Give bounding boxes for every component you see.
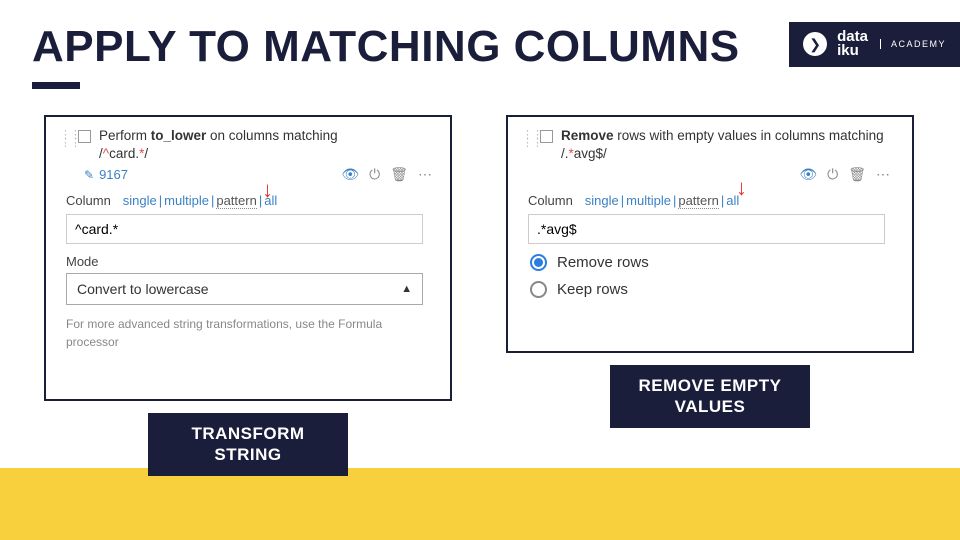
trash-icon[interactable]: 🗑	[390, 166, 408, 183]
panels-row: ⋮⋮⋮⋮ Perform to_lower on columns matchin…	[0, 89, 960, 476]
caption-left: TRANSFORMSTRING	[148, 413, 348, 476]
hint-text: For more advanced string transformations…	[66, 315, 426, 351]
pencil-icon[interactable]: ✎	[84, 168, 94, 182]
radio-keep-row[interactable]: Keep rows	[530, 281, 894, 298]
column-label-row-left: Column single|multiple|pattern|all	[66, 193, 432, 208]
sel-pattern[interactable]: pattern	[678, 193, 718, 209]
sel-multiple[interactable]: multiple	[164, 193, 209, 208]
chevron-up-icon: ▲	[401, 283, 412, 295]
desc-bold-r: Remove	[561, 128, 614, 143]
more-icon[interactable]: ⋯	[418, 166, 432, 183]
row-count: 9167	[99, 167, 128, 182]
column-mode-selector[interactable]: single|multiple|pattern|all	[123, 193, 277, 208]
mode-value: Convert to lowercase	[77, 281, 209, 297]
more-icon[interactable]: ⋯	[876, 166, 890, 183]
remove-empty-panel: ⋮⋮⋮⋮ Remove rows with empty values in co…	[506, 115, 914, 353]
step-description-right: Remove rows with empty values in columns…	[559, 127, 894, 162]
slide-header: APPLY TO MATCHING COLUMNS ❯ data iku ACA…	[0, 0, 960, 89]
icon-row-left: 👁 ⏻ 🗑 ⋯	[341, 166, 432, 183]
step-header-right: ⋮⋮⋮⋮ Remove rows with empty values in co…	[522, 127, 894, 162]
radio-remove-row[interactable]: Remove rows	[530, 254, 894, 271]
mode-label-row: Mode	[66, 254, 432, 269]
page-title: APPLY TO MATCHING COLUMNS	[32, 22, 740, 72]
desc-bold: to_lower	[151, 128, 207, 143]
column-label-r: Column	[528, 193, 573, 208]
sel-pattern[interactable]: pattern	[216, 193, 256, 209]
pattern-inline: /^card.*/	[99, 146, 148, 161]
arrow-down-icon: ↓	[262, 177, 273, 203]
sel-single[interactable]: single	[123, 193, 157, 208]
drag-handle-icon[interactable]: ⋮⋮⋮⋮	[60, 127, 72, 147]
power-icon[interactable]: ⏻	[827, 166, 838, 183]
radio-remove[interactable]	[530, 254, 547, 271]
radio-keep[interactable]	[530, 281, 547, 298]
title-underline	[32, 82, 80, 89]
mode-select[interactable]: Convert to lowercase ▲	[66, 273, 423, 305]
eye-icon[interactable]: 👁	[341, 166, 359, 183]
brand-name: data iku	[837, 30, 868, 59]
right-panel-wrap: ⋮⋮⋮⋮ Remove rows with empty values in co…	[506, 115, 914, 476]
caption-right: REMOVE EMPTYVALUES	[610, 365, 810, 428]
brand-sub: ACADEMY	[880, 39, 946, 49]
radio-remove-label: Remove rows	[557, 254, 649, 271]
arrow-down-icon: ↓	[736, 175, 747, 201]
column-label-row-right: Column single|multiple|pattern|all	[528, 193, 894, 208]
yellow-band	[0, 468, 960, 540]
eye-icon[interactable]: 👁	[799, 166, 817, 183]
step-checkbox[interactable]	[540, 130, 553, 143]
title-block: APPLY TO MATCHING COLUMNS	[32, 22, 740, 89]
pattern-input-right[interactable]	[528, 214, 885, 244]
drag-handle-icon[interactable]: ⋮⋮⋮⋮	[522, 127, 534, 147]
power-icon[interactable]: ⏻	[369, 166, 380, 183]
icon-row-right: 👁 ⏻ 🗑 ⋯	[522, 166, 890, 183]
desc-prefix: Perform	[99, 128, 151, 143]
meta-left: ✎ 9167	[84, 167, 128, 182]
step-description-left: Perform to_lower on columns matching /^c…	[97, 127, 432, 162]
desc-suffix: on columns matching	[206, 128, 337, 143]
brand-line2: iku	[837, 42, 859, 59]
column-label: Column	[66, 193, 111, 208]
sel-single[interactable]: single	[585, 193, 619, 208]
column-mode-selector-r[interactable]: single|multiple|pattern|all	[585, 193, 739, 208]
transform-string-panel: ⋮⋮⋮⋮ Perform to_lower on columns matchin…	[44, 115, 452, 401]
brand-icon: ❯	[803, 32, 827, 56]
step-checkbox[interactable]	[78, 130, 91, 143]
pattern-input-left[interactable]	[66, 214, 423, 244]
sel-multiple[interactable]: multiple	[626, 193, 671, 208]
meta-row-left: ✎ 9167 👁 ⏻ 🗑 ⋯	[84, 166, 432, 183]
trash-icon[interactable]: 🗑	[848, 166, 866, 183]
brand-logo: ❯ data iku ACADEMY	[789, 22, 960, 67]
mode-label: Mode	[66, 254, 99, 269]
step-header-left: ⋮⋮⋮⋮ Perform to_lower on columns matchin…	[60, 127, 432, 162]
radio-keep-label: Keep rows	[557, 281, 628, 298]
left-panel-wrap: ⋮⋮⋮⋮ Perform to_lower on columns matchin…	[44, 115, 452, 476]
